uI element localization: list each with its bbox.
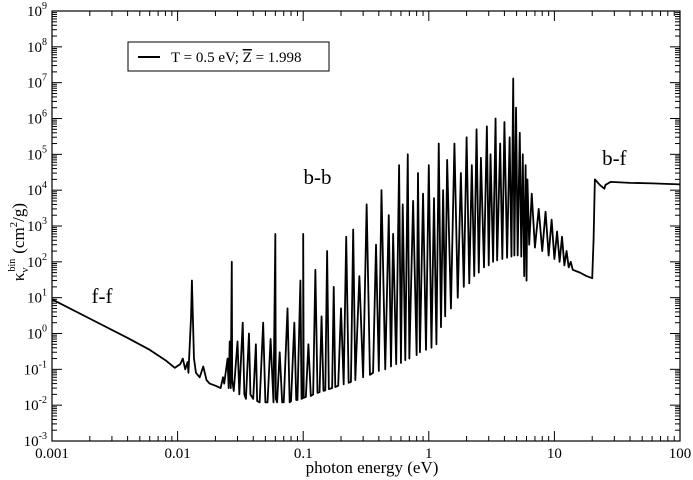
y-axis-units-open: (cm bbox=[9, 227, 28, 253]
annotation-f-f: f-f bbox=[91, 284, 112, 308]
legend-label-suffix: = 1.998 bbox=[252, 50, 302, 66]
y-tick-exponent: 3 bbox=[42, 216, 47, 227]
y-tick-label: 105 bbox=[27, 144, 47, 163]
y-tick-base: 10 bbox=[27, 147, 42, 163]
x-tick-label: 10 bbox=[547, 446, 562, 462]
legend-label-z: Z bbox=[243, 50, 252, 66]
plot-frame bbox=[51, 10, 681, 442]
y-tick-label: 101 bbox=[27, 288, 47, 307]
y-tick-base: 10 bbox=[24, 398, 39, 414]
y-tick-label: 100 bbox=[27, 324, 47, 343]
y-tick-label: 10-2 bbox=[24, 395, 47, 414]
y-tick-base: 10 bbox=[27, 327, 42, 343]
y-tick-exponent: 7 bbox=[42, 73, 47, 84]
series-line-0 bbox=[51, 77, 681, 404]
y-tick-exponent: -3 bbox=[39, 431, 47, 442]
y-axis-symbol: κ bbox=[9, 272, 28, 281]
y-tick-base: 10 bbox=[27, 255, 42, 271]
y-tick-label: 10-1 bbox=[24, 359, 47, 378]
y-tick-base: 10 bbox=[27, 40, 42, 56]
legend-label-prefix: T = 0.5 eV; bbox=[171, 50, 243, 66]
y-tick-label: 10-3 bbox=[24, 431, 47, 450]
y-tick-base: 10 bbox=[27, 219, 42, 235]
y-tick-label: 104 bbox=[27, 180, 47, 199]
plot-area bbox=[51, 77, 681, 404]
y-tick-base: 10 bbox=[27, 112, 42, 128]
y-axis-subscript: ν bbox=[19, 268, 31, 273]
y-tick-base: 10 bbox=[27, 4, 42, 20]
y-tick-exponent: 9 bbox=[42, 1, 47, 12]
y-tick-base: 10 bbox=[27, 291, 42, 307]
y-axis-superscript: bin bbox=[7, 259, 18, 272]
axis-tick-labels: 0.001 0.01 0.1 1 10 10010-310-210-11001011021… bbox=[24, 1, 692, 462]
y-tick-label: 109 bbox=[27, 1, 47, 20]
y-tick-base: 10 bbox=[24, 362, 39, 378]
y-tick-exponent: 5 bbox=[42, 144, 47, 155]
annotation-b-b: b-b bbox=[304, 165, 332, 189]
x-tick-label: 0.1 bbox=[294, 446, 313, 462]
legend: T = 0.5 eV; Z = 1.998 bbox=[127, 41, 330, 72]
y-tick-exponent: -2 bbox=[39, 395, 47, 406]
y-tick-exponent: 2 bbox=[42, 252, 47, 263]
y-tick-label: 108 bbox=[27, 37, 47, 56]
x-tick-label: 1 bbox=[425, 446, 433, 462]
x-tick-label: 0.01 bbox=[164, 446, 190, 462]
y-tick-exponent: 4 bbox=[42, 180, 47, 191]
legend-box bbox=[127, 41, 330, 72]
y-axis-units-close: /g) bbox=[9, 203, 28, 222]
axis-ticks bbox=[51, 11, 681, 442]
y-tick-base: 10 bbox=[27, 76, 42, 92]
y-axis-units-power: 2 bbox=[8, 222, 20, 228]
y-tick-base: 10 bbox=[27, 183, 42, 199]
y-tick-exponent: -1 bbox=[39, 359, 47, 370]
y-tick-exponent: 8 bbox=[42, 37, 47, 48]
annotation-b-f: b-f bbox=[602, 146, 627, 170]
y-tick-exponent: 0 bbox=[42, 324, 47, 335]
x-tick-label: 0.001 bbox=[35, 446, 69, 462]
y-tick-label: 106 bbox=[27, 109, 47, 128]
region-annotations: f-f b-b b-f bbox=[91, 146, 626, 308]
x-tick-label: 100 bbox=[669, 446, 692, 462]
x-axis-title: photon energy (eV) bbox=[306, 458, 439, 477]
y-axis-title-text: κνbin (cm2/g) bbox=[7, 203, 31, 281]
legend-label: T = 0.5 eV; Z = 1.998 bbox=[171, 50, 302, 66]
y-axis-title: κνbin (cm2/g) bbox=[7, 203, 31, 281]
y-tick-label: 107 bbox=[27, 73, 47, 92]
y-tick-exponent: 6 bbox=[42, 109, 47, 120]
y-tick-label: 103 bbox=[27, 216, 47, 235]
y-tick-exponent: 1 bbox=[42, 288, 47, 299]
y-tick-base: 10 bbox=[24, 434, 39, 450]
y-tick-label: 102 bbox=[27, 252, 47, 271]
